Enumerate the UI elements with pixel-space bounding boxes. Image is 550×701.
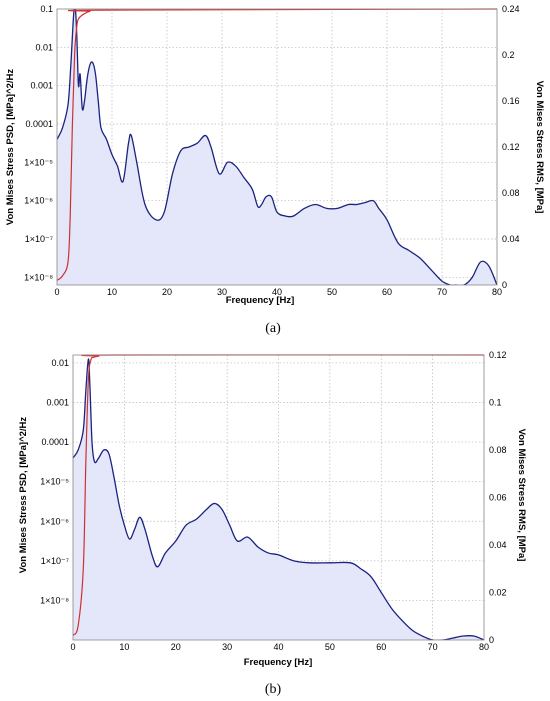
x-tick-label: 20 <box>171 642 181 652</box>
x-tick-label: 10 <box>119 642 129 652</box>
left-tick-label: 0.1 <box>40 4 53 14</box>
right-tick-label: 0 <box>502 280 507 290</box>
right-tick-label: 0.08 <box>489 445 507 455</box>
left-tick-label: 1×10⁻⁸ <box>24 272 53 282</box>
x-tick-label: 40 <box>272 287 282 297</box>
x-tick-label: 80 <box>479 642 489 652</box>
rms-layer <box>56 8 498 281</box>
psd-line <box>57 9 497 285</box>
x-tick-label: 80 <box>492 287 502 297</box>
right-tick-label: 0.06 <box>489 493 507 503</box>
right-tick-labels: 0 0.02 0.04 0.06 0.08 0.1 0.12 <box>489 350 507 645</box>
left-tick-label: 1×10⁻⁸ <box>40 595 69 605</box>
psd-layer <box>73 358 484 640</box>
x-tick-label: 70 <box>437 287 447 297</box>
psd-layer <box>57 9 497 285</box>
x-tick-label: 60 <box>376 642 386 652</box>
plot-border <box>56 8 498 286</box>
psd-area <box>73 358 484 640</box>
left-tick-label: 1×10⁻⁷ <box>41 556 69 566</box>
right-tick-label: 0 <box>489 635 494 645</box>
left-tick-label: 0.001 <box>30 81 53 91</box>
right-tick-label: 0.24 <box>502 4 520 14</box>
x-tick-label: 0 <box>70 642 75 652</box>
right-tick-label: 0.12 <box>502 142 520 152</box>
x-axis-label: Frequency [Hz] <box>226 295 295 306</box>
x-tick-labels: 0 10 20 30 40 50 60 70 80 <box>70 642 489 652</box>
right-tick-labels: 0 0.04 0.08 0.12 0.16 0.2 0.24 <box>502 4 520 290</box>
right-tick-label: 0.04 <box>489 540 507 550</box>
left-axis-label: Von Mises Stress PSD, [MPa]^2/Hz <box>18 417 29 574</box>
x-tick-label: 30 <box>222 642 232 652</box>
right-tick-label: 0.2 <box>502 50 515 60</box>
x-tick-label: 20 <box>162 287 172 297</box>
left-tick-label: 0.0001 <box>25 119 53 129</box>
plot-frame <box>72 354 485 641</box>
left-tick-label: 0.001 <box>46 398 69 408</box>
x-tick-labels: 0 10 20 30 40 50 60 70 80 <box>54 287 502 297</box>
right-tick-label: 0.02 <box>489 588 507 598</box>
left-tick-label: 0.01 <box>51 358 69 368</box>
right-tick-label: 0.1 <box>489 398 502 408</box>
psd-line <box>73 358 484 640</box>
right-tick-label: 0.04 <box>502 234 520 244</box>
right-axis-label: Von Mises Stress RMS, [MPa] <box>516 429 527 562</box>
left-tick-label: 1×10⁻⁶ <box>24 196 53 206</box>
left-tick-label: 0.0001 <box>41 437 69 447</box>
right-tick-label: 0.12 <box>489 350 507 360</box>
psd-area <box>57 9 497 285</box>
x-tick-label: 60 <box>382 287 392 297</box>
chart-panel-a: 0 10 20 30 40 50 60 70 80 0.1 0.01 0.001 0.0001 1×10… <box>5 4 545 336</box>
right-axis-label: Von Mises Stress RMS, [MPa] <box>534 81 545 214</box>
panel-caption: (b) <box>265 682 282 697</box>
x-tick-label: 40 <box>273 642 283 652</box>
plot-frame <box>56 8 498 286</box>
left-tick-label: 1×10⁻⁵ <box>40 477 69 487</box>
right-tick-label: 0.16 <box>502 96 520 106</box>
x-axis-label: Frequency [Hz] <box>244 657 313 668</box>
panel-caption: (a) <box>265 321 281 336</box>
x-tick-label: 70 <box>428 642 438 652</box>
left-tick-labels: 0.01 0.001 0.0001 1×10⁻⁵ 1×10⁻⁶ 1×10⁻⁷ 1×10⁻⁸ <box>40 358 69 606</box>
x-tick-label: 50 <box>327 287 337 297</box>
left-tick-label: 1×10⁻⁵ <box>24 157 53 167</box>
left-tick-label: 1×10⁻⁶ <box>40 516 69 526</box>
x-tick-label: 30 <box>217 287 227 297</box>
rms-line <box>56 8 498 281</box>
left-tick-label: 1×10⁻⁷ <box>25 234 53 244</box>
left-tick-labels: 0.1 0.01 0.001 0.0001 1×10⁻⁵ 1×10⁻⁶ 1×10⁻⁷ 1×10… <box>24 4 53 282</box>
x-tick-label: 0 <box>54 287 59 297</box>
left-tick-label: 0.01 <box>35 42 53 52</box>
right-tick-label: 0.08 <box>502 188 520 198</box>
x-tick-label: 50 <box>325 642 335 652</box>
x-tick-label: 10 <box>107 287 117 297</box>
chart-panel-b: 0 10 20 30 40 50 60 70 80 0.01 0.001 0.0001 1×10⁻⁵ 1… <box>18 350 527 697</box>
left-axis-label: Von Mises Stress PSD, [MPa]^2/Hz <box>5 69 16 226</box>
plot-border <box>72 354 485 641</box>
